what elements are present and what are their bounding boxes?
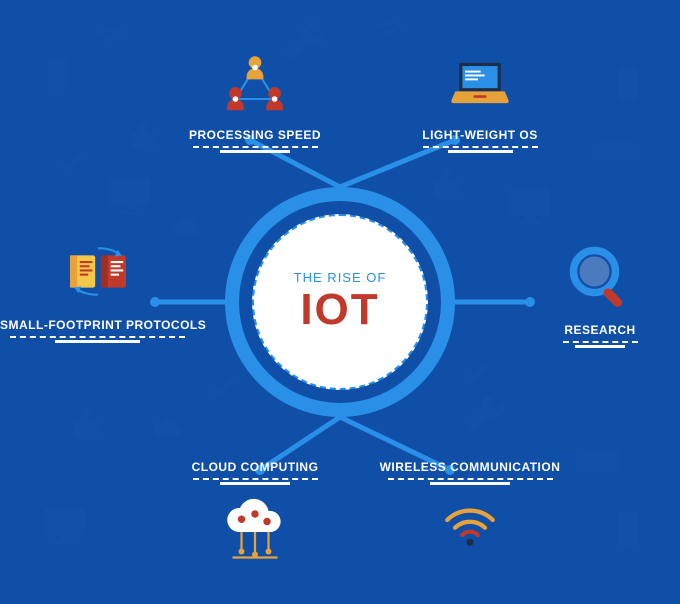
- spoke-underline: [430, 482, 510, 485]
- wifi-icon: [435, 493, 505, 553]
- hub-title: IOT: [300, 285, 379, 335]
- spoke-underline: [448, 150, 513, 153]
- magnifier-icon: [563, 240, 638, 315]
- spoke-processing-speed: PROCESSING SPEED: [165, 50, 345, 153]
- spoke-dash: [193, 478, 318, 480]
- cloud-net-icon: [210, 493, 300, 568]
- spoke-label: LIGHT-WEIGHT OS: [395, 128, 565, 142]
- network-people-icon: [215, 50, 295, 120]
- spoke-label: CLOUD COMPUTING: [165, 460, 345, 474]
- spoke-dash: [388, 478, 553, 480]
- documents-icon: [53, 240, 143, 310]
- spoke-research: RESEARCH: [530, 240, 670, 348]
- spoke-underline: [575, 345, 625, 348]
- spoke-label: RESEARCH: [530, 323, 670, 337]
- spoke-underline: [55, 340, 140, 343]
- spoke-dash: [193, 146, 318, 148]
- hub-inner: THE RISE OFIOT: [252, 214, 428, 390]
- spoke-dash: [423, 146, 538, 148]
- spoke-dash: [563, 341, 638, 343]
- spoke-small-footprint: SMALL-FOOTPRINT PROTOCOLS: [0, 240, 195, 343]
- spoke-underline: [220, 150, 290, 153]
- spoke-label: WIRELESS COMMUNICATION: [370, 460, 570, 474]
- spoke-label: SMALL-FOOTPRINT PROTOCOLS: [0, 318, 195, 332]
- spoke-underline: [220, 482, 290, 485]
- hub-subtitle: THE RISE OF: [294, 270, 387, 285]
- spoke-light-weight-os: LIGHT-WEIGHT OS: [395, 55, 565, 153]
- spoke-wireless: WIRELESS COMMUNICATION: [370, 460, 570, 553]
- spoke-dash: [10, 336, 185, 338]
- laptop-icon: [440, 55, 520, 120]
- spoke-cloud-computing: CLOUD COMPUTING: [165, 460, 345, 568]
- infographic-canvas: THE RISE OFIOT PROCESSING SPEED LIGHT-WEIG…: [0, 0, 680, 604]
- spoke-label: PROCESSING SPEED: [165, 128, 345, 142]
